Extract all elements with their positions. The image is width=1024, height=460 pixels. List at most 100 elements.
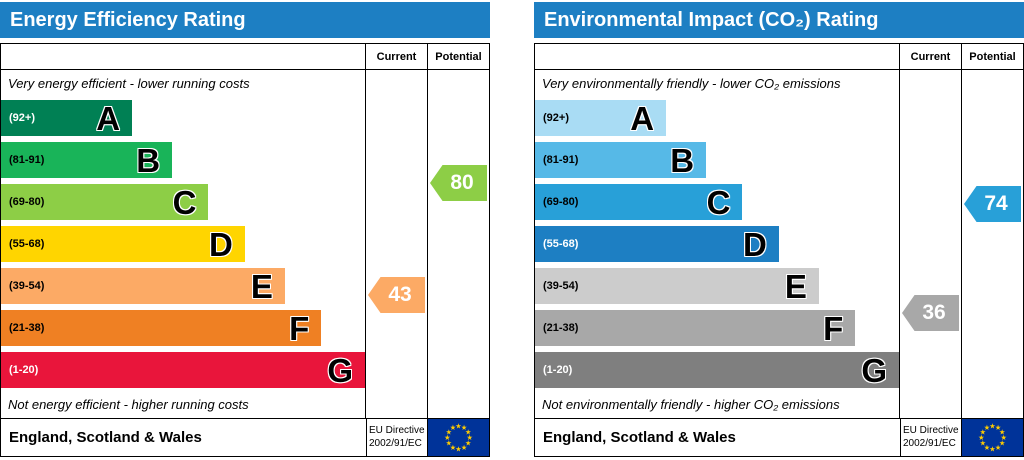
column-header-row: Current Potential xyxy=(1,44,489,70)
band-row: (21-38) F xyxy=(1,307,365,349)
svg-text:★: ★ xyxy=(984,443,990,452)
svg-text:★: ★ xyxy=(995,423,1001,432)
band-row: (81-91) B xyxy=(535,139,899,181)
svg-text:★: ★ xyxy=(980,439,986,448)
band-range-label: (69-80) xyxy=(9,196,45,208)
band-bar-c: (69-80) C xyxy=(1,183,209,221)
current-rating-arrow: 36 xyxy=(902,295,959,331)
chart-footer: England, Scotland & Wales EU Directive 2… xyxy=(1,418,489,456)
current-col: 36 xyxy=(899,70,961,418)
bands-rows: (92+) A (81-91) B (69-80) C (55-68) D (39-54) E (2… xyxy=(535,97,899,391)
bands-area: Very energy efficient - lower running co… xyxy=(1,70,365,418)
band-letter: G xyxy=(861,351,887,389)
svg-text:★: ★ xyxy=(465,439,471,448)
bands-rows: (92+) A (81-91) B (69-80) C (55-68) D (39-54) E (2… xyxy=(1,97,365,391)
band-letter: E xyxy=(784,267,807,305)
svg-text:★: ★ xyxy=(461,443,467,452)
band-row: (1-20) G xyxy=(535,349,899,391)
top-caption: Very environmentally friendly - lower CO… xyxy=(542,76,841,91)
svg-text:★: ★ xyxy=(446,427,452,436)
flag-cell: ★ ★ ★ ★ ★ ★ ★ ★ ★ ★ ★ ★ xyxy=(427,419,489,456)
current-rating-arrow: 43 xyxy=(368,277,425,313)
band-letter: D xyxy=(209,225,233,263)
band-row: (55-68) D xyxy=(1,223,365,265)
band-range-label: (39-54) xyxy=(9,280,45,292)
svg-text:★: ★ xyxy=(455,422,461,431)
band-bar-b: (81-91) B xyxy=(535,142,707,178)
svg-text:★: ★ xyxy=(999,439,1005,448)
band-range-label: (55-68) xyxy=(9,238,45,250)
potential-col: 74 xyxy=(961,70,1023,418)
top-caption: Very energy efficient - lower running co… xyxy=(8,76,250,91)
svg-text:★: ★ xyxy=(461,423,467,432)
bottom-caption: Not environmentally friendly - higher CO… xyxy=(542,397,840,412)
svg-text:★: ★ xyxy=(995,443,1001,452)
band-bar-c: (69-80) C xyxy=(535,184,743,220)
chart-body: Very environmentally friendly - lower CO… xyxy=(535,70,1023,418)
eu-directive-label: EU Directive 2002/91/EC xyxy=(366,419,427,456)
environmental-impact-chart: Environmental Impact (CO₂) Rating Curren… xyxy=(534,2,1024,457)
svg-text:★: ★ xyxy=(455,444,461,453)
band-range-label: (81-91) xyxy=(543,154,579,166)
column-header-spacer xyxy=(535,44,899,69)
band-bar-d: (55-68) D xyxy=(1,226,245,262)
current-column-header: Current xyxy=(365,44,427,69)
band-bar-e: (39-54) E xyxy=(535,268,819,304)
band-range-label: (55-68) xyxy=(543,238,579,250)
band-letter: A xyxy=(630,99,655,137)
chart-body: Very energy efficient - lower running co… xyxy=(1,70,489,418)
band-range-label: (21-38) xyxy=(9,322,45,334)
band-range-label: (81-91) xyxy=(9,154,45,166)
eu-directive-line2: 2002/91/EC xyxy=(903,437,956,449)
band-letter: C xyxy=(172,183,197,221)
eu-directive-label: EU Directive 2002/91/EC xyxy=(900,419,961,456)
column-header-spacer xyxy=(1,44,365,69)
potential-rating-arrow: 80 xyxy=(430,165,487,201)
eu-flag-icon: ★ ★★★★★★★★★★★ xyxy=(978,422,1007,454)
band-letter: F xyxy=(823,309,844,347)
band-row: (92+) A xyxy=(1,97,365,139)
band-letter: D xyxy=(743,225,767,263)
band-bar-f: (21-38) F xyxy=(535,309,856,347)
band-bar-f: (21-38) F xyxy=(1,310,322,346)
band-range-label: (1-20) xyxy=(543,364,573,376)
current-col: 43 xyxy=(365,70,427,418)
eu-directive-line1: EU Directive xyxy=(903,425,959,436)
band-letter: B xyxy=(136,141,161,179)
band-letter: A xyxy=(96,99,121,137)
bottom-caption: Not energy efficient - higher running co… xyxy=(8,397,249,412)
current-column-header: Current xyxy=(899,44,961,69)
band-row: (69-80) C xyxy=(1,181,365,223)
svg-text:★: ★ xyxy=(999,427,1005,436)
svg-text:★: ★ xyxy=(450,443,456,452)
eu-flag-icon: ★ ★★★★★★★★★★★ xyxy=(444,422,473,454)
potential-rating-arrow: 74 xyxy=(964,186,1021,222)
band-range-label: (1-20) xyxy=(9,364,39,376)
chart-footer: England, Scotland & Wales EU Directive 2… xyxy=(535,418,1023,456)
band-row: (21-38) F xyxy=(535,307,899,349)
band-bar-g: (1-20) G xyxy=(1,352,365,388)
svg-text:★: ★ xyxy=(1000,433,1006,442)
band-row: (1-20) G xyxy=(1,349,365,391)
svg-text:★: ★ xyxy=(980,427,986,436)
band-row: (69-80) C xyxy=(535,181,899,223)
potential-column-header: Potential xyxy=(427,44,489,69)
energy-efficiency-chart: Energy Efficiency Rating Current Potenti… xyxy=(0,2,490,457)
chart-header: Environmental Impact (CO₂) Rating xyxy=(534,2,1024,38)
region-label: England, Scotland & Wales xyxy=(543,429,736,446)
column-header-row: Current Potential xyxy=(535,44,1023,70)
eu-directive-line1: EU Directive xyxy=(369,425,425,436)
band-bar-b: (81-91) B xyxy=(1,141,173,179)
band-row: (81-91) B xyxy=(1,139,365,181)
bands-area: Very environmentally friendly - lower CO… xyxy=(535,70,899,418)
svg-text:★: ★ xyxy=(446,439,452,448)
eu-directive-line2: 2002/91/EC xyxy=(369,437,422,449)
svg-text:★: ★ xyxy=(466,433,472,442)
band-range-label: (69-80) xyxy=(543,196,579,208)
band-row: (92+) A xyxy=(535,97,899,139)
svg-text:★: ★ xyxy=(450,423,456,432)
band-bar-a: (92+) A xyxy=(1,99,133,137)
band-bar-e: (39-54) E xyxy=(1,268,285,304)
svg-text:★: ★ xyxy=(989,422,995,431)
band-bar-d: (55-68) D xyxy=(535,226,779,262)
